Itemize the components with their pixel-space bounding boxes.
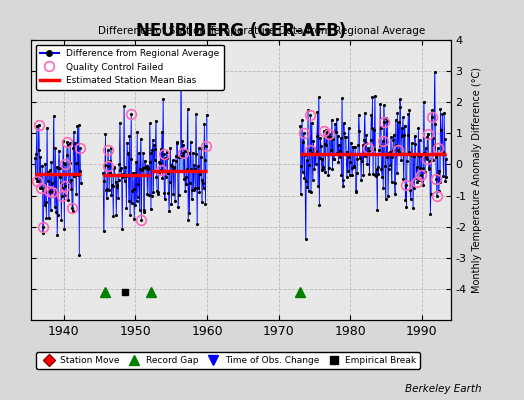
- Text: Difference of Station Temperature Data from Regional Average: Difference of Station Temperature Data f…: [99, 26, 425, 36]
- Text: Berkeley Earth: Berkeley Earth: [406, 384, 482, 394]
- Title: NEUBIBERG (GER-AFB): NEUBIBERG (GER-AFB): [136, 22, 346, 40]
- Legend: Station Move, Record Gap, Time of Obs. Change, Empirical Break: Station Move, Record Gap, Time of Obs. C…: [36, 352, 420, 369]
- Y-axis label: Monthly Temperature Anomaly Difference (°C): Monthly Temperature Anomaly Difference (…: [472, 67, 482, 293]
